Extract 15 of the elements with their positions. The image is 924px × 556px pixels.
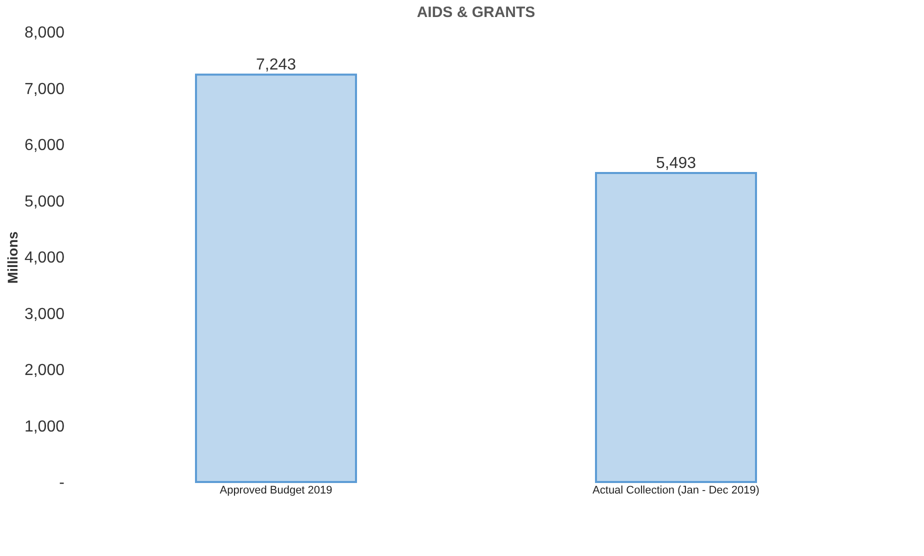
y-tick-label: 1,000 — [24, 418, 65, 436]
y-tick-label: 8,000 — [24, 24, 65, 42]
y-tick-label: - — [59, 474, 64, 492]
y-tick-label: 6,000 — [24, 137, 65, 154]
y-tick-label: 7,000 — [24, 80, 65, 98]
x-tick-label: Actual Collection (Jan - Dec 2019) — [592, 484, 760, 496]
y-axis-title: Millions — [4, 231, 20, 284]
y-tick-label: 4,000 — [24, 250, 65, 266]
data-label: 7,243 — [256, 56, 296, 74]
y-tick-label: 5,000 — [24, 193, 65, 210]
chart-title: AIDS & GRANTS — [416, 4, 536, 21]
x-tick-label: Approved Budget 2019 — [220, 484, 332, 496]
y-tick-label: 2,000 — [24, 362, 65, 379]
y-tick-label: 3,000 — [24, 306, 65, 323]
data-label: 5,493 — [656, 155, 696, 172]
